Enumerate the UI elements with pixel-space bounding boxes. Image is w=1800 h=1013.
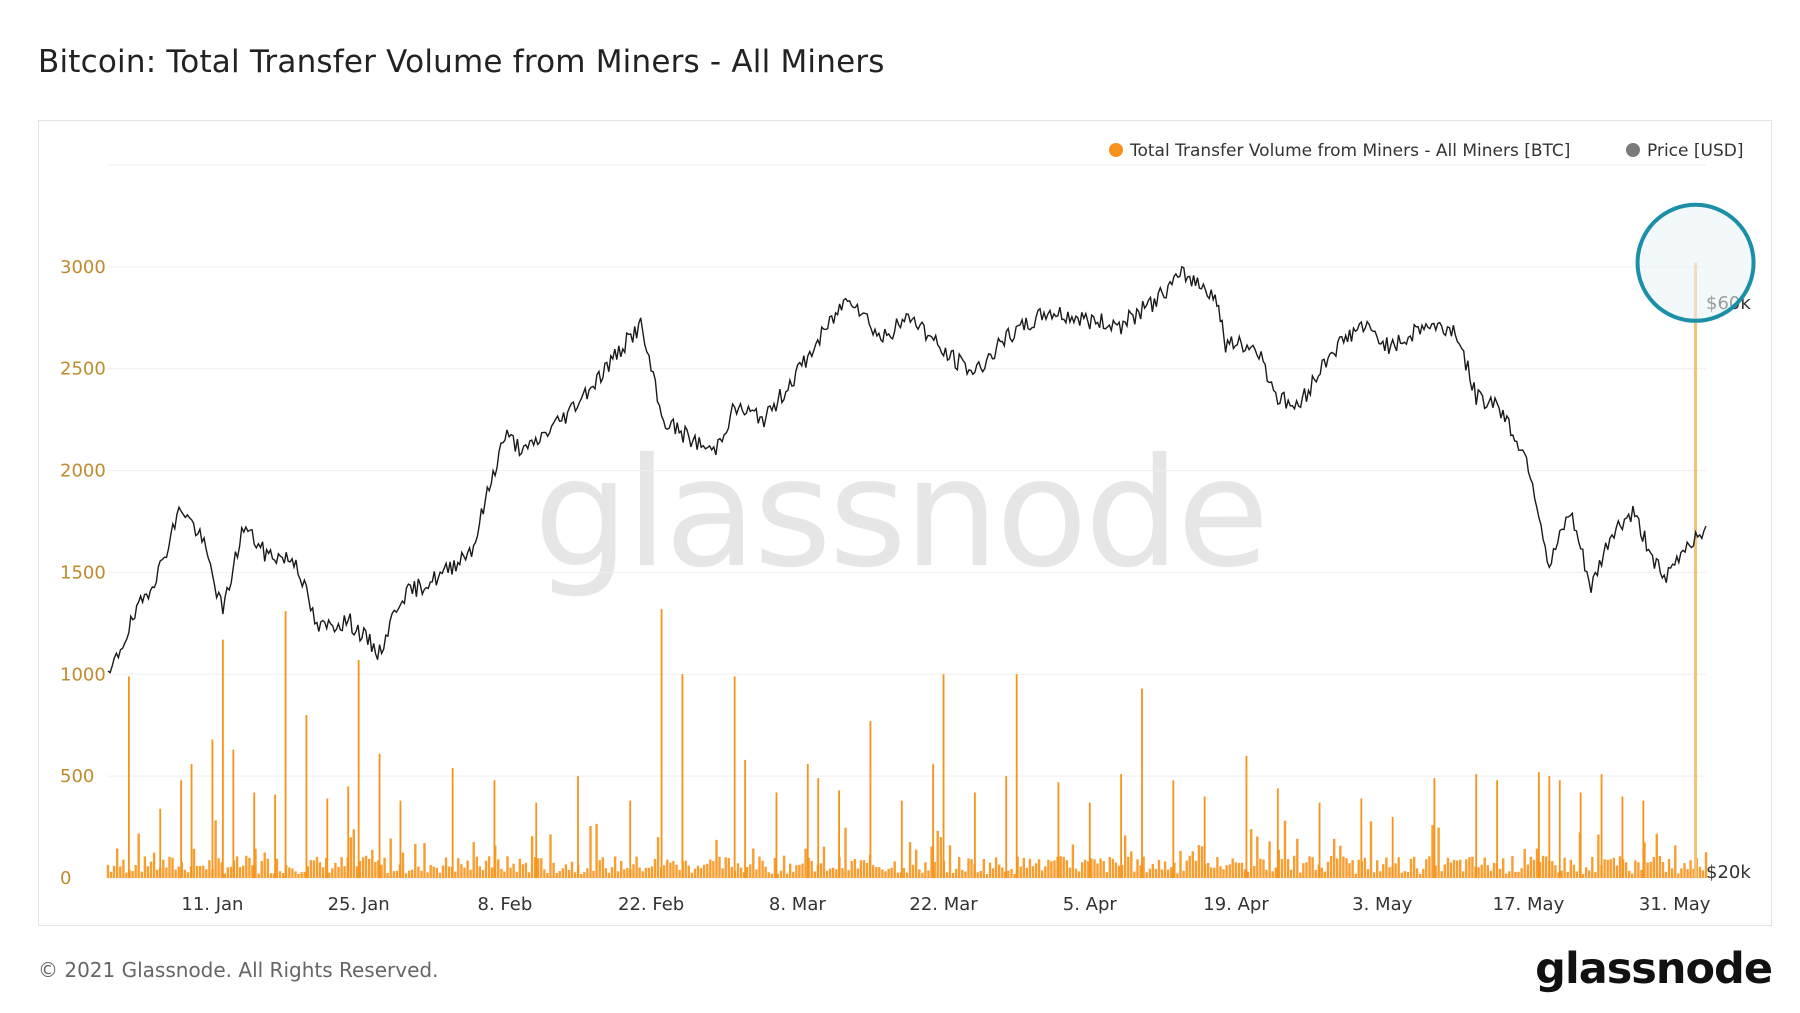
y-left-tick-label: 500 (60, 766, 94, 787)
annotations (1635, 202, 1756, 323)
y-left-tick-label: 1500 (60, 562, 106, 583)
x-tick-label: 3. May (1352, 894, 1412, 915)
volume-series (106, 262, 1708, 878)
x-tick-label: 22. Feb (618, 894, 684, 915)
legend-marker-volume (1109, 143, 1123, 157)
page-title: Bitcoin: Total Transfer Volume from Mine… (38, 44, 885, 80)
x-tick-label: 22. Mar (909, 894, 978, 915)
y-right-tick-label: $20k (1706, 862, 1751, 883)
price-series (107, 265, 1707, 674)
x-tick-label: 5. Apr (1063, 894, 1118, 915)
legend: Total Transfer Volume from Miners - All … (1109, 141, 1743, 161)
x-tick-label: 25. Jan (328, 894, 390, 915)
legend-marker-price (1626, 143, 1640, 157)
x-tick-label: 19. Apr (1203, 894, 1269, 915)
price-line (107, 265, 1707, 674)
x-tick-label: 11. Jan (181, 894, 243, 915)
legend-label-price: Price [USD] (1647, 141, 1743, 161)
y-left-tick-label: 0 (60, 868, 71, 889)
chart-panel (38, 120, 1772, 926)
glassnode-logo: glassnode (1535, 944, 1773, 994)
right-axis: $20k$60k (1706, 293, 1751, 883)
y-left-tick-label: 3000 (60, 257, 106, 278)
x-tick-label: 8. Mar (769, 894, 826, 915)
x-tick-label: 31. May (1639, 894, 1711, 915)
left-axis: 0 500 1000 1500 2000 2500 3000 (60, 257, 106, 889)
legend-label-volume: Total Transfer Volume from Miners - All … (1129, 141, 1570, 161)
y-left-tick-label: 2000 (60, 461, 106, 482)
y-left-tick-label: 2500 (60, 359, 106, 380)
copyright-text: © 2021 Glassnode. All Rights Reserved. (38, 958, 439, 982)
highlight-circle (1635, 202, 1756, 323)
x-tick-label: 8. Feb (478, 894, 533, 915)
y-left-tick-label: 1000 (60, 664, 106, 685)
x-axis: 11. Jan 25. Jan 8. Feb 22. Feb 8. Mar 22. Mar… (181, 894, 1710, 915)
watermark-text: glassnode (534, 427, 1266, 601)
x-tick-label: 17. May (1493, 894, 1565, 915)
